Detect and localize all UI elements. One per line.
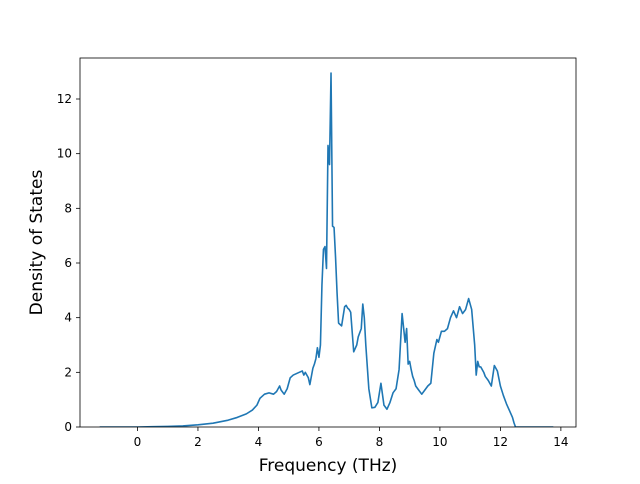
y-tick-label: 8 — [64, 201, 72, 215]
x-tick-label: 0 — [134, 435, 142, 449]
y-tick-label: 4 — [64, 311, 72, 325]
y-tick-label: 10 — [57, 147, 72, 161]
x-tick-label: 8 — [376, 435, 384, 449]
x-tick-label: 10 — [432, 435, 447, 449]
y-tick-label: 12 — [57, 92, 72, 106]
y-axis-ticks: 0 2 4 6 8 10 12 — [57, 92, 80, 434]
y-tick-label: 0 — [64, 420, 72, 434]
x-axis-label: Frequency (THz) — [259, 456, 398, 476]
dos-series-line-0 — [99, 72, 554, 427]
x-tick-label: 6 — [315, 435, 323, 449]
x-tick-label: 4 — [255, 435, 263, 449]
plot-area-frame — [79, 57, 577, 428]
x-axis-ticks: 0 2 4 6 8 10 12 14 — [134, 427, 569, 449]
x-tick-label: 14 — [553, 435, 568, 449]
y-tick-label: 2 — [64, 365, 72, 379]
y-tick-label: 6 — [64, 256, 72, 270]
x-tick-label: 2 — [194, 435, 202, 449]
y-axis-label: Density of States — [27, 170, 47, 316]
x-tick-label: 12 — [493, 435, 508, 449]
